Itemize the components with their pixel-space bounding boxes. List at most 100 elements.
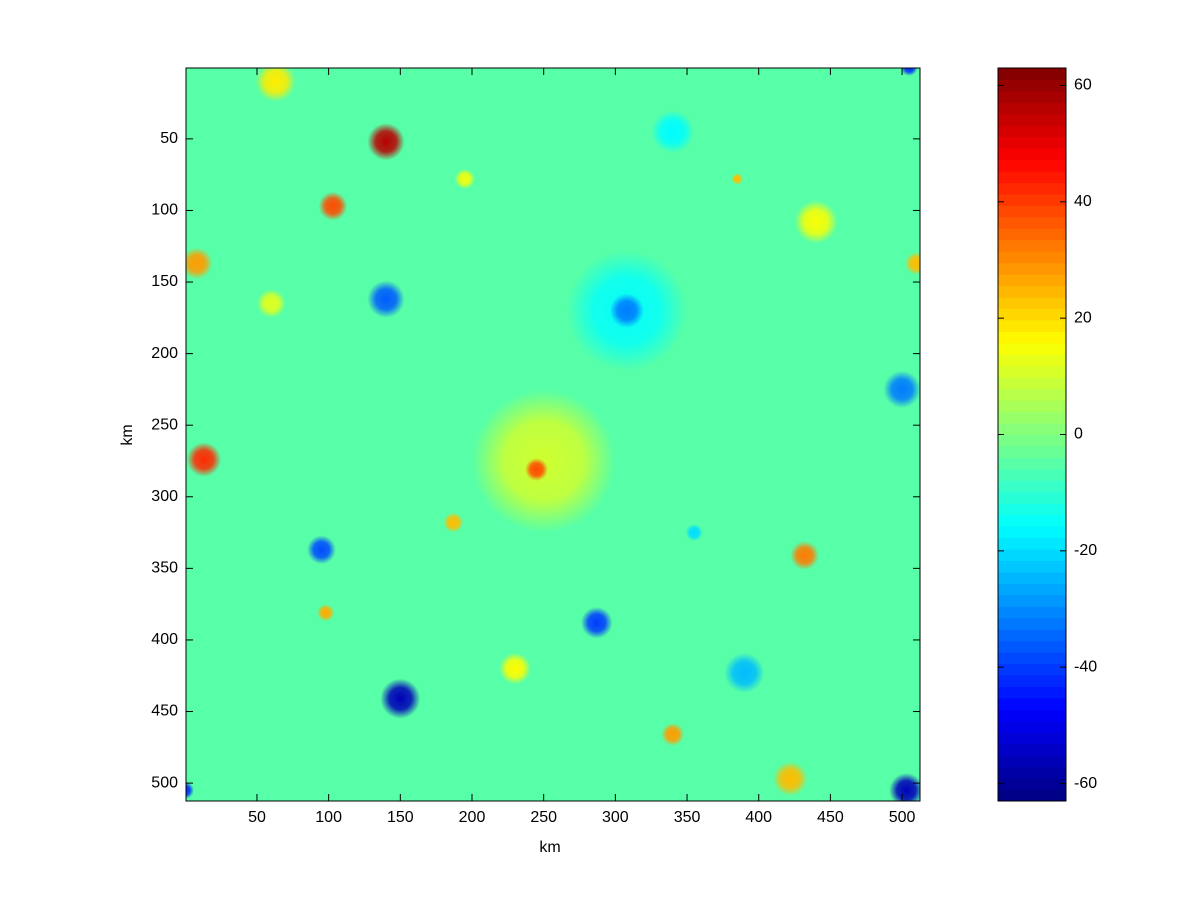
- colorbar-step: [998, 411, 1066, 424]
- eddy: [685, 523, 703, 542]
- colorbar-step: [998, 274, 1066, 287]
- y-tick-label: 100: [151, 202, 178, 219]
- eddy: [443, 512, 464, 533]
- eddy: [883, 370, 920, 409]
- eddy: [499, 652, 531, 685]
- x-tick-label: 500: [889, 809, 916, 826]
- eddy: [318, 191, 348, 221]
- eddy: [651, 110, 695, 154]
- y-tick-label: 300: [151, 488, 178, 505]
- colorbar-step: [998, 400, 1066, 413]
- colorbar-tick-label: 0: [1074, 426, 1083, 443]
- colorbar-step: [998, 136, 1066, 149]
- colorbar-tick-label: 40: [1074, 193, 1092, 210]
- colorbar-step: [998, 732, 1066, 745]
- colorbar-step: [998, 262, 1066, 275]
- colorbar-step: [998, 743, 1066, 756]
- eddy: [186, 247, 213, 280]
- colorbar-step: [998, 514, 1066, 527]
- y-tick-label: 350: [151, 560, 178, 577]
- colorbar-step: [998, 68, 1066, 80]
- eddy: [256, 289, 286, 318]
- eddy: [367, 123, 405, 161]
- eddy: [790, 541, 819, 570]
- colorbar-step: [998, 640, 1066, 653]
- eddy: [904, 251, 920, 275]
- colorbar-step: [998, 480, 1066, 493]
- eddy: [731, 173, 743, 185]
- colorbar-step: [998, 571, 1066, 584]
- eddy: [580, 606, 613, 639]
- colorbar-step: [998, 789, 1066, 802]
- colorbar-step: [998, 308, 1066, 321]
- colorbar-step: [998, 560, 1066, 573]
- colorbar-tick-label: 60: [1074, 77, 1092, 94]
- colorbar-step: [998, 755, 1066, 768]
- colorbar-step: [998, 377, 1066, 390]
- colorbar-step: [998, 251, 1066, 264]
- y-tick-label: 500: [151, 774, 178, 791]
- y-tick-label: 150: [151, 273, 178, 290]
- colorbar-step: [998, 720, 1066, 733]
- colorbar-tick-label: -20: [1074, 542, 1097, 559]
- eddy: [525, 458, 548, 482]
- colorbar-step: [998, 297, 1066, 310]
- colorbar-step: [998, 686, 1066, 699]
- x-tick-label: 100: [315, 809, 342, 826]
- colorbar-step: [998, 228, 1066, 241]
- x-tick-label: 150: [387, 809, 414, 826]
- x-tick-label: 200: [459, 809, 486, 826]
- x-tick-label: 350: [674, 809, 701, 826]
- x-tick-label: 300: [602, 809, 629, 826]
- x-tick-label: 250: [530, 809, 557, 826]
- colorbar-step: [998, 239, 1066, 252]
- eddy: [773, 761, 808, 797]
- colorbar-step: [998, 354, 1066, 367]
- eddy: [661, 722, 685, 746]
- colorbar-step: [998, 171, 1066, 184]
- colorbar-tick-label: -60: [1074, 775, 1097, 792]
- colorbar-step: [998, 148, 1066, 161]
- eddy: [186, 781, 194, 799]
- colorbar-step: [998, 285, 1066, 298]
- colorbar-step: [998, 537, 1066, 550]
- colorbar-step: [998, 342, 1066, 355]
- y-tick-label: 400: [151, 631, 178, 648]
- colorbar-step: [998, 617, 1066, 630]
- eddy: [307, 535, 336, 565]
- field: [186, 68, 920, 801]
- colorbar-step: [998, 697, 1066, 710]
- colorbar-step: [998, 319, 1066, 332]
- colorbar-step: [998, 388, 1066, 401]
- colorbar-step: [998, 365, 1066, 378]
- colorbar-step: [998, 182, 1066, 195]
- axes-frame: [185, 67, 921, 802]
- eddy: [186, 442, 222, 477]
- eddy: [889, 773, 920, 801]
- x-axis-label: km: [539, 839, 560, 856]
- eddy: [255, 68, 296, 102]
- x-tick-label: 50: [248, 809, 266, 826]
- colorbar-step: [998, 549, 1066, 561]
- colorbar-step: [998, 216, 1066, 229]
- colorbar-step: [998, 675, 1066, 687]
- eddy: [794, 200, 838, 244]
- eddy: [317, 604, 335, 622]
- x-tick-label: 400: [745, 809, 772, 826]
- eddy: [454, 168, 475, 189]
- colorbar-step: [998, 445, 1066, 458]
- colorbar-step: [998, 125, 1066, 138]
- colorbar-step: [998, 663, 1066, 676]
- colorbar-step: [998, 629, 1066, 642]
- colorbar-step: [998, 193, 1066, 206]
- colorbar-step: [998, 113, 1066, 126]
- colorbar-step: [998, 503, 1066, 516]
- colorbar-step: [998, 778, 1066, 791]
- y-tick-label: 450: [151, 703, 178, 720]
- eddy: [900, 68, 918, 76]
- colorbar-step: [998, 468, 1066, 481]
- colorbar-tick-label: 20: [1074, 309, 1092, 326]
- y-tick-label: 200: [151, 345, 178, 362]
- colorbar-step: [998, 434, 1066, 447]
